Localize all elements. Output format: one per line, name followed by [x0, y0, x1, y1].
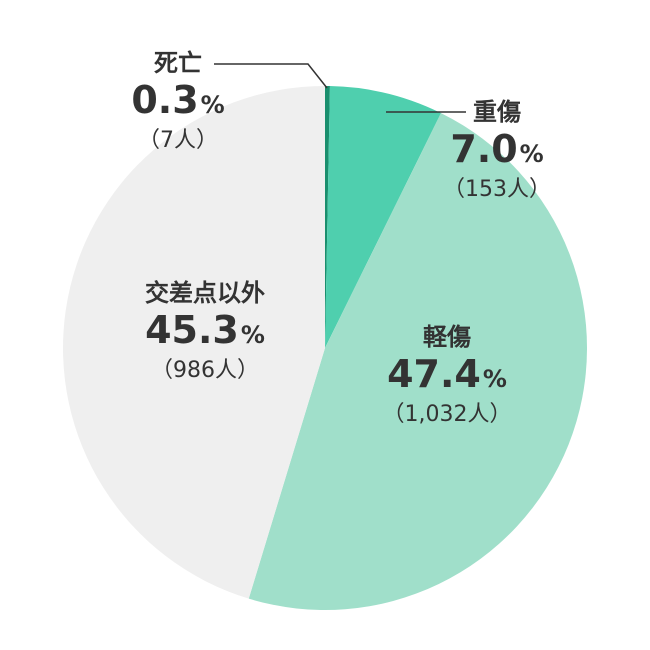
label-minor-injury: 軽傷 47.4% （1,032人） — [383, 322, 512, 429]
label-non-intersection: 交差点以外 45.3% （986人） — [145, 278, 265, 385]
label-death-count: （7人） — [138, 128, 218, 153]
label-death-percent: 0.3% — [131, 78, 225, 122]
pie-slices — [62, 86, 588, 611]
label-death-category: 死亡 — [154, 49, 202, 77]
label-serious-injury-category: 重傷 — [473, 98, 521, 126]
label-minor-injury-percent: 47.4% — [387, 352, 507, 396]
pie-slice-death — [325, 86, 330, 348]
label-serious-injury-count: （153人） — [443, 177, 551, 202]
pie-slice-minor-injury — [248, 113, 588, 611]
leader-lines — [214, 63, 466, 113]
label-non-intersection-count: （986人） — [151, 358, 259, 383]
pie-slice-non-intersection — [62, 86, 325, 599]
label-minor-injury-category: 軽傷 — [422, 323, 471, 351]
label-non-intersection-category: 交差点以外 — [145, 279, 265, 307]
pie-slice-serious-injury — [325, 86, 442, 349]
leader-line-death — [214, 63, 328, 89]
label-minor-injury-count: （1,032人） — [382, 402, 512, 427]
label-death: 死亡 0.3% （7人） — [131, 48, 224, 155]
label-serious-injury-percent: 7.0% — [450, 127, 544, 171]
label-serious-injury: 重傷 7.0% （153人） — [443, 97, 551, 204]
label-non-intersection-percent: 45.3% — [145, 308, 265, 352]
